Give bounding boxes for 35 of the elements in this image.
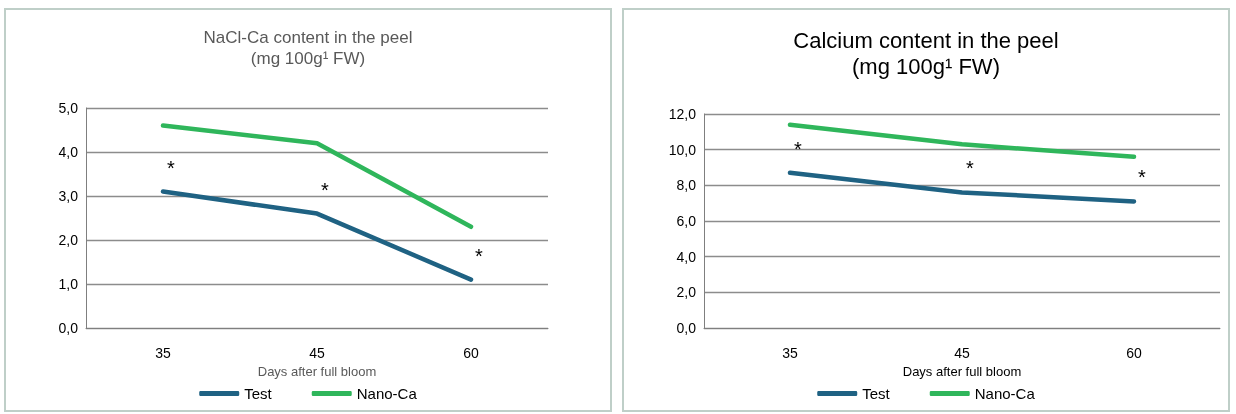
y-tick-label: 4,0 bbox=[676, 248, 697, 265]
legend-label: Test bbox=[862, 385, 891, 402]
y-tick-label: 5,0 bbox=[58, 100, 79, 116]
x-tick-label: 60 bbox=[1126, 345, 1142, 361]
x-tick-label: 60 bbox=[463, 345, 479, 361]
y-tick-label: 0,0 bbox=[58, 320, 79, 336]
y-tick-label: 1,0 bbox=[58, 276, 79, 292]
chart-title: Calcium content in the peel bbox=[793, 27, 1059, 53]
y-tick-label: 12,0 bbox=[668, 106, 697, 122]
y-tick-label: 3,0 bbox=[58, 188, 79, 204]
legend-label: Nano-Ca bbox=[356, 385, 418, 402]
chart-title: NaCl-Ca content in the peel bbox=[203, 28, 413, 47]
chart-subtitle: (mg 100g¹ FW) bbox=[250, 49, 366, 68]
y-tick-label: 2,0 bbox=[676, 284, 697, 301]
y-tick-label: 0,0 bbox=[676, 320, 697, 336]
legend-label: Test bbox=[244, 385, 273, 402]
annotation: * bbox=[794, 137, 803, 160]
y-tick-label: 4,0 bbox=[58, 144, 79, 160]
annotation: * bbox=[167, 156, 176, 179]
annotation: * bbox=[1138, 166, 1147, 189]
y-tick-label: 8,0 bbox=[676, 177, 697, 194]
y-tick-label: 10,0 bbox=[668, 141, 697, 158]
annotation: * bbox=[966, 157, 975, 180]
annotation: * bbox=[475, 244, 484, 267]
x-tick-label: 45 bbox=[309, 345, 325, 361]
x-axis-title: Days after full bloom bbox=[257, 363, 377, 379]
x-tick-label: 35 bbox=[782, 345, 798, 361]
x-tick-label: 45 bbox=[954, 345, 970, 361]
chart-subtitle: (mg 100g¹ FW) bbox=[852, 53, 1000, 79]
legend-label: Nano-Ca bbox=[974, 385, 1036, 402]
annotation: * bbox=[321, 178, 330, 201]
y-tick-label: 6,0 bbox=[676, 213, 697, 229]
y-tick-label: 2,0 bbox=[58, 232, 79, 248]
x-axis-title: Days after full bloom bbox=[902, 363, 1022, 379]
x-tick-label: 35 bbox=[155, 345, 171, 361]
